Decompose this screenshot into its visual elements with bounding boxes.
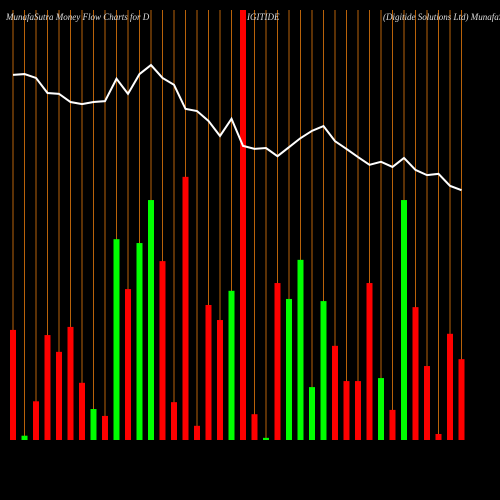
bar [355,381,361,440]
bar [21,435,28,440]
bar [447,333,453,440]
bar [263,437,269,440]
bars [10,10,465,440]
bar [435,433,442,440]
bar [10,329,16,440]
title-part: MunafaSutra Money Flow Charts for D [5,12,150,22]
bar [90,409,97,440]
bar [44,335,51,440]
bar [171,402,177,440]
title-part: IGITIDE [246,12,280,22]
bar [320,301,327,440]
bar [125,289,131,440]
bar [366,283,373,440]
bar [332,345,338,440]
bar [113,239,120,440]
bar [33,401,39,440]
bar [217,320,223,440]
bar [194,425,200,440]
bar [182,176,189,440]
bar [389,409,396,440]
title-part: (Digitide Solutions Ltd) MunafaS [383,12,500,22]
bar [67,326,74,440]
bar [378,378,384,440]
bar [286,298,292,440]
bar [251,414,258,440]
bar [240,10,246,440]
bar [458,359,465,440]
line [12,63,462,192]
bar [412,307,419,440]
bar [343,381,350,440]
bar [205,304,212,440]
bar [424,366,430,440]
bar [79,382,85,440]
bar [102,415,108,440]
bar [401,200,407,440]
bar [309,387,315,440]
bar [136,243,143,440]
bar [56,351,62,440]
lines [12,63,462,192]
bar [274,283,281,440]
bar [148,200,154,440]
bar [228,290,235,440]
bar [159,261,166,440]
bar [297,259,304,440]
